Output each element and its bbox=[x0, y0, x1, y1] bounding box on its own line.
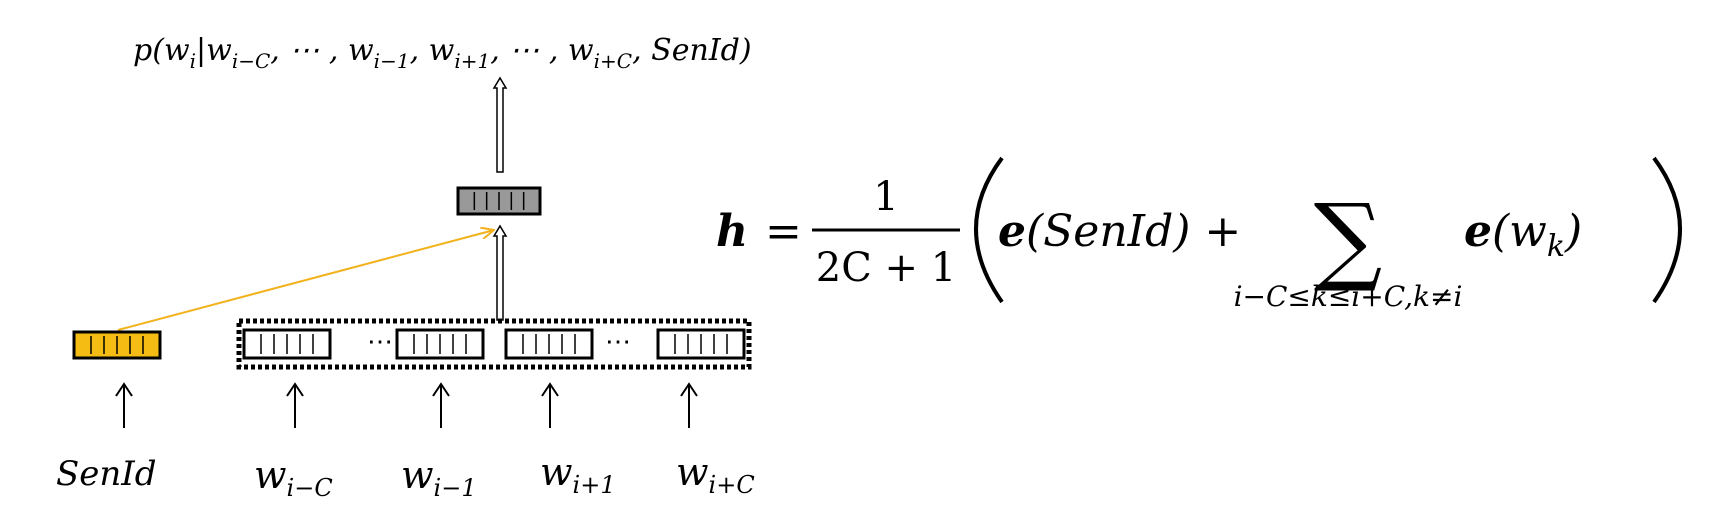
input-arrow-w-i+1 bbox=[541, 382, 559, 428]
hidden-layer-vector bbox=[456, 186, 542, 216]
hidden-formula: h = 1 2C + 1 e(SenId) + ∑ i−C≤k≤i+C,k≠i … bbox=[716, 156, 1682, 313]
context-vector-w-i+c bbox=[656, 328, 746, 360]
formula-right-paren bbox=[1652, 156, 1682, 304]
input-label-w-i+1: wi+1 bbox=[540, 450, 616, 499]
formula-sentence-embedding: e(SenId) + bbox=[998, 206, 1241, 257]
formula-word-embedding: e(wk) bbox=[1464, 206, 1582, 264]
input-arrow-w-i-c bbox=[286, 382, 304, 428]
input-arrows bbox=[115, 382, 698, 428]
input-label-senid: SenId bbox=[56, 454, 157, 494]
output-probability-label: p(wi|wi−C, ⋯ , wi−1, wi+1, ⋯ , wi+C, Sen… bbox=[133, 33, 752, 73]
formula-sum-symbol: ∑ bbox=[1314, 183, 1383, 295]
formula-sum-subscript: i−C≤k≤i+C,k≠i bbox=[1234, 280, 1463, 313]
input-label-w-i-c: wi−C bbox=[254, 453, 333, 502]
hidden-hollow-arrow bbox=[492, 224, 508, 321]
sentence-to-hidden-arrow bbox=[117, 230, 494, 331]
formula-lhs: h bbox=[716, 206, 748, 257]
formula-equals: = bbox=[765, 206, 802, 257]
context-window-frame bbox=[236, 318, 752, 370]
formula-left-paren bbox=[974, 156, 1004, 304]
input-arrow-w-i-1 bbox=[432, 382, 450, 428]
formula-denominator: 2C + 1 bbox=[816, 245, 956, 291]
formula-numerator: 1 bbox=[873, 174, 898, 220]
context-ellipsis-left: ⋯ bbox=[367, 327, 393, 357]
input-arrow-senid bbox=[115, 382, 133, 428]
input-arrow-w-i+c bbox=[680, 382, 698, 428]
input-label-w-i+c: wi+C bbox=[676, 450, 755, 499]
context-ellipsis-right: ⋯ bbox=[605, 327, 631, 357]
context-vector-w-i+1 bbox=[504, 328, 594, 360]
sentence-id-vector bbox=[72, 330, 162, 360]
context-vector-w-i-c bbox=[242, 328, 332, 360]
input-label-w-i-1: wi−1 bbox=[401, 453, 477, 502]
context-vector-w-i-1 bbox=[395, 328, 485, 360]
output-hollow-arrow bbox=[492, 76, 508, 173]
